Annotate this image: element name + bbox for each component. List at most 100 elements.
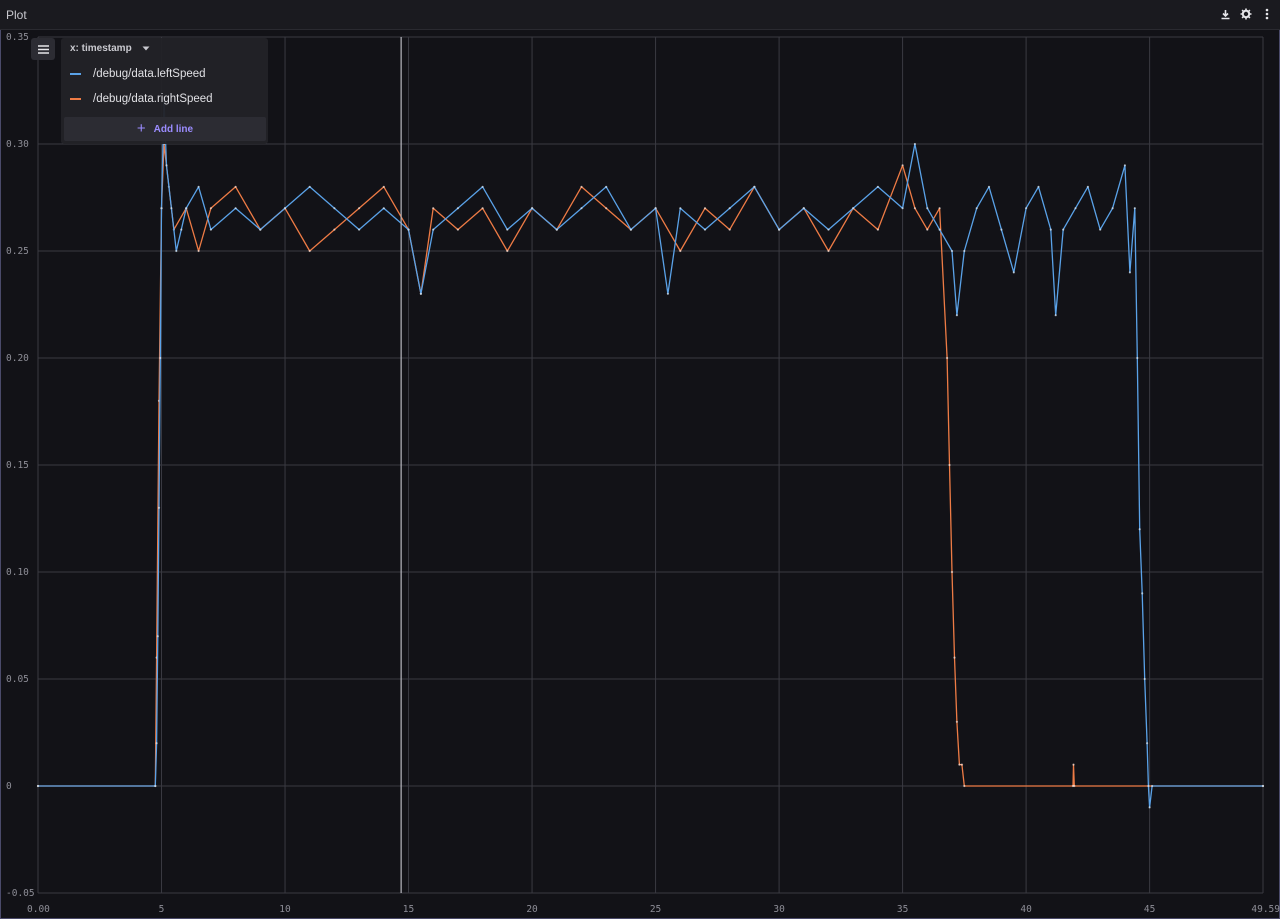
data-point xyxy=(852,207,855,210)
data-point xyxy=(1111,207,1114,210)
data-point xyxy=(938,207,941,210)
data-point xyxy=(1073,784,1076,788)
data-point xyxy=(175,249,178,253)
data-point xyxy=(876,228,880,231)
data-point xyxy=(728,228,731,231)
chevron-down-icon xyxy=(142,46,150,51)
x-axis-selector-label: x: timestamp xyxy=(70,43,132,54)
data-point xyxy=(1138,528,1141,531)
data-point xyxy=(802,207,805,210)
legend-swatch xyxy=(70,73,81,75)
add-line-button[interactable]: + Add line xyxy=(64,117,266,141)
y-tick-label: 0.10 xyxy=(6,567,29,578)
data-point xyxy=(154,784,157,788)
data-point xyxy=(1128,271,1131,274)
data-point xyxy=(938,228,941,231)
gear-icon[interactable] xyxy=(1239,7,1253,21)
data-point xyxy=(926,228,929,231)
data-point xyxy=(259,228,262,231)
panel-title: Plot xyxy=(6,8,27,22)
x-tick-label: 10 xyxy=(279,904,291,915)
data-point xyxy=(953,656,956,659)
data-point xyxy=(950,570,954,574)
y-tick-label: 0.05 xyxy=(6,674,29,685)
data-point xyxy=(955,314,959,317)
data-point xyxy=(407,228,410,231)
data-point xyxy=(958,763,961,766)
data-point xyxy=(159,356,162,360)
data-point xyxy=(160,207,163,210)
data-point xyxy=(555,228,558,231)
data-point xyxy=(948,463,951,467)
data-point xyxy=(876,185,880,188)
x-tick-label: 5 xyxy=(159,904,165,915)
data-point xyxy=(987,185,991,188)
data-point xyxy=(432,207,435,210)
plot-legend: x: timestamp /debug/data.leftSpeed /debu… xyxy=(61,38,268,144)
data-point xyxy=(580,207,583,210)
data-point xyxy=(333,207,336,210)
data-point xyxy=(975,207,978,210)
y-tick-label: 0.30 xyxy=(6,139,29,150)
plot-series xyxy=(36,100,1265,809)
data-point xyxy=(1261,784,1265,788)
data-point xyxy=(1086,185,1089,188)
data-point xyxy=(197,249,200,253)
data-point xyxy=(382,185,385,188)
data-point xyxy=(654,207,657,210)
data-point xyxy=(913,207,917,210)
data-point xyxy=(209,228,212,231)
menu-icon xyxy=(37,44,49,54)
data-point xyxy=(679,249,682,253)
data-point xyxy=(456,207,459,210)
legend-item-label: /debug/data.rightSpeed xyxy=(93,93,213,105)
legend-item-leftspeed[interactable]: /debug/data.leftSpeed xyxy=(70,66,206,82)
data-point xyxy=(666,292,670,295)
add-line-label: Add line xyxy=(153,123,194,135)
data-point xyxy=(481,185,484,188)
data-point xyxy=(703,228,707,231)
data-point xyxy=(1143,677,1146,681)
data-point xyxy=(1141,592,1144,595)
data-point xyxy=(1025,207,1028,210)
data-point xyxy=(1136,356,1139,360)
data-point xyxy=(1123,164,1126,167)
data-point xyxy=(1148,806,1151,809)
data-point xyxy=(382,207,385,210)
data-point xyxy=(308,185,311,188)
data-point xyxy=(580,185,583,188)
download-icon[interactable] xyxy=(1218,7,1232,21)
panel-toolbar: Plot xyxy=(0,0,1280,30)
data-point xyxy=(36,784,40,788)
data-point xyxy=(432,228,435,231)
data-point xyxy=(1049,228,1052,231)
data-point xyxy=(1062,228,1065,231)
y-tick-label: 0.25 xyxy=(6,246,29,257)
x-tick-label: 49.59 xyxy=(1251,904,1280,915)
legend-menu-button[interactable] xyxy=(31,38,55,60)
x-axis-ticks: 0.00 5 10 15 20 25 30 35 40 45 49.59 xyxy=(27,904,1280,915)
x-tick-label: 25 xyxy=(650,904,661,915)
data-point xyxy=(234,185,237,188)
data-point xyxy=(901,207,904,210)
x-tick-label: 35 xyxy=(897,904,908,915)
data-point xyxy=(955,720,959,723)
legend-item-label: /debug/data.leftSpeed xyxy=(93,68,206,80)
series-line-leftspeed xyxy=(38,100,1263,809)
plot-grid xyxy=(37,36,1264,894)
data-point xyxy=(358,228,361,231)
data-point xyxy=(308,249,311,253)
x-axis-selector[interactable]: x: timestamp xyxy=(70,43,150,54)
data-point xyxy=(481,207,484,210)
data-point xyxy=(946,356,949,360)
legend-item-rightspeed[interactable]: /debug/data.rightSpeed xyxy=(70,91,213,107)
data-point xyxy=(1099,228,1102,231)
more-vertical-icon[interactable] xyxy=(1260,7,1274,21)
plus-icon: + xyxy=(136,120,146,137)
data-point xyxy=(960,763,964,766)
data-point xyxy=(901,164,904,167)
y-tick-label: -0.05 xyxy=(6,888,35,899)
x-tick-label: 20 xyxy=(526,904,538,915)
data-point xyxy=(629,228,633,231)
